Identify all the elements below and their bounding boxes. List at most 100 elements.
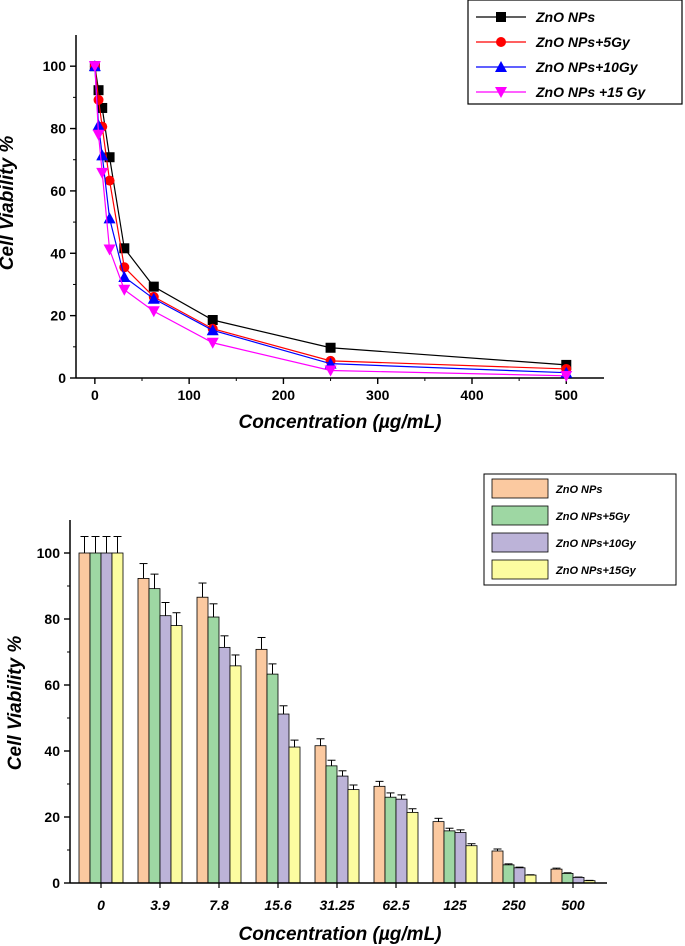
bar-7.8-series-2 [207,616,220,884]
data-point-marker [103,244,116,256]
bar-15.6-series-1 [255,648,268,884]
bar-0-series-2 [89,552,102,884]
bar-15.6-series-2 [266,673,279,884]
series-line [94,66,567,366]
line-chart-series [88,60,573,382]
bar-31.25-series-2 [325,765,338,884]
bar-chart-axes [64,520,607,888]
line-series-1 [89,61,572,370]
line-chart-y-axis-label: Cell Viability % [0,136,18,271]
line-chart-y-tick-label: 80 [50,121,66,137]
legend-marker [496,12,506,22]
data-point-marker [104,175,115,186]
bar-0-series-4 [111,552,124,884]
bar-31.25-series-4 [347,789,360,884]
bar-250-series-1 [491,850,504,884]
bar-chart: 0 3.9 7.8 15.6 31.25 62.5 125 250 500 0 20 40 60 80 10… [5,473,677,945]
bar-chart-y-tick-label: 20 [44,809,60,825]
bar-250-series-4 [524,874,537,884]
legend-label: ZnO NPs+15Gy [555,565,637,577]
bar-0-series-3 [100,552,113,884]
data-point-marker [147,306,160,318]
bar-0-series-1 [78,552,91,884]
bar-31.25-series-1 [314,745,327,884]
bar-125-series-4 [465,845,478,884]
legend-label: ZnO NPs+10Gy [535,59,639,75]
bar-15.6-series-3 [277,713,290,884]
bar-500-series-2 [561,873,574,884]
bar-500-series-3 [572,876,585,884]
line-series-4 [88,61,573,382]
legend-swatch [491,505,549,526]
bar-chart-y-tick-label: 100 [37,545,61,561]
line-chart: 0 20 40 60 80 100 0 100 200 300 400 500 Concentrati… [0,0,683,433]
data-point-marker [148,281,159,292]
data-point-marker [325,342,336,353]
bar-62.5-series-2 [384,796,397,884]
bar-chart-x-category-label: 125 [443,897,467,913]
bar-125-series-1 [432,821,445,884]
data-point-marker [96,149,109,161]
legend-swatch [491,532,549,553]
legend-label: ZnO NPs+5Gy [555,511,631,523]
line-series-3 [88,60,573,378]
line-chart-tick-labels: 0 20 40 60 80 100 0 100 200 300 400 500 [43,58,579,403]
series-line [94,66,567,374]
bar-chart-x-category-label: 250 [501,897,526,913]
bar-15.6-series-4 [288,746,301,884]
data-point-marker [147,292,160,304]
data-point-marker [97,102,108,113]
data-point-marker [206,324,219,336]
bar-chart-bars [78,536,596,884]
line-chart-x-tick-label: 500 [555,387,579,403]
line-chart-x-axis-label: Concentration (µg/mL) [238,412,441,433]
bar-3.9-series-1 [137,578,150,884]
bar-chart-y-tick-label: 80 [44,611,60,627]
bar-3.9-series-4 [170,625,183,884]
bar-7.8-series-3 [218,646,231,884]
line-chart-y-tick-label: 20 [50,308,66,324]
bar-125-series-3 [454,832,467,884]
line-chart-axes [70,35,604,384]
bar-chart-y-tick-label: 60 [44,677,60,693]
data-point-marker [88,61,101,73]
data-point-marker [118,284,131,296]
line-chart-y-tick-label: 60 [50,183,66,199]
bar-31.25-series-3 [336,775,349,884]
legend-label: ZnO NPs+5Gy [535,34,631,50]
bar-125-series-2 [443,830,456,884]
bar-chart-x-category-label: 0 [97,897,105,913]
bar-chart-x-category-label: 3.9 [150,897,170,913]
bar-250-series-2 [502,864,515,884]
bar-chart-x-category-label: 31.25 [319,897,354,913]
legend-swatch [491,559,549,580]
bar-chart-x-axis-label: Concentration (µg/mL) [238,924,441,945]
legend-swatch [491,478,549,499]
legend-marker [495,61,507,72]
bar-500-series-1 [550,868,563,884]
bar-chart-y-tick-label: 40 [44,743,60,759]
data-point-marker [92,129,105,141]
bar-3.9-series-2 [148,588,161,884]
bar-3.9-series-3 [159,615,172,884]
bar-7.8-series-4 [229,665,242,884]
data-point-marker [206,337,219,349]
series-line [94,66,567,370]
bar-chart-y-tick-label: 0 [52,875,60,891]
line-chart-legend: ZnO NPs ZnO NPs+5Gy ZnO NPs+10Gy ZnO NPs +1… [467,0,683,105]
series-line [94,66,567,377]
data-point-marker [119,243,130,254]
data-point-marker [93,94,104,105]
bar-chart-y-axis-label: Cell Viability % [5,636,26,771]
data-point-marker [118,270,131,282]
legend-label: ZnO NPs+10Gy [555,538,637,550]
legend-label: ZnO NPs +15 Gy [535,84,647,100]
data-point-marker [93,85,104,96]
line-chart-x-tick-label: 0 [91,387,99,403]
legend-label: ZnO NPs [555,484,602,496]
data-point-marker [324,365,337,377]
legend-marker [495,87,507,98]
bar-7.8-series-1 [196,596,209,884]
bar-62.5-series-3 [395,798,408,884]
